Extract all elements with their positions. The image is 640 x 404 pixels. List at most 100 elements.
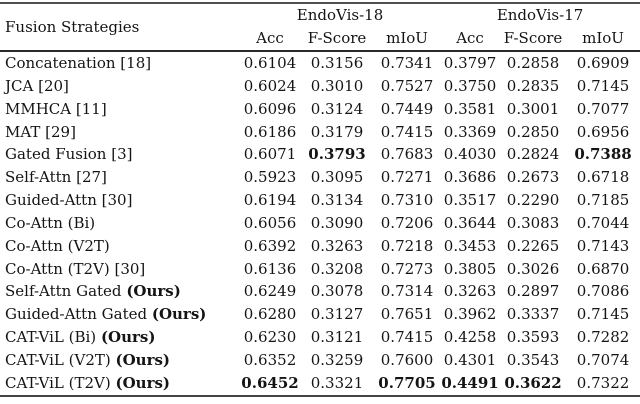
- method-name: MAT [29]: [5, 122, 76, 141]
- method-name-cell: Self-Attn [27]: [0, 166, 240, 189]
- metric-value-cell: 0.3517: [443, 191, 497, 210]
- column-header-fscore-18: F-Score: [300, 27, 374, 52]
- table-row: CAT-ViL (T2V) (Ours) 0.6452 0.3321 0.7705 0.…: [0, 372, 640, 396]
- metric-value-cell: 0.3208: [310, 259, 364, 278]
- metric-value-cell: 0.7206: [380, 213, 434, 232]
- metric-value-cell: 0.3095: [310, 168, 364, 187]
- ours-label: (Ours): [115, 373, 171, 392]
- metric-value-cell: 0.6280: [243, 305, 297, 324]
- method-name: CAT-ViL (Bi): [5, 328, 97, 347]
- metric-value-cell: 0.6056: [243, 213, 297, 232]
- metric-value-cell: 0.6136: [243, 259, 297, 278]
- metric-value-cell: 0.7145: [576, 76, 630, 95]
- metric-value-cell: 0.6870: [576, 259, 630, 278]
- column-header-fusion-strategies: Fusion Strategies: [0, 3, 240, 52]
- ours-label: (Ours): [151, 305, 207, 324]
- metric-value-cell: 0.3793: [308, 145, 366, 164]
- metric-value-cell: 0.7282: [576, 328, 630, 347]
- metric-value-cell: 0.4301: [443, 350, 497, 369]
- table-header: Fusion Strategies EndoVis-18 EndoVis-17 …: [0, 3, 640, 52]
- method-name-cell: MAT [29]: [0, 121, 240, 144]
- metric-value-cell: 0.3622: [504, 373, 562, 392]
- metric-value-cell: 0.3263: [310, 236, 364, 255]
- table-row: CAT-ViL (Bi) (Ours) 0.6230 0.3121 0.7415 0.4…: [0, 326, 640, 349]
- metric-value-cell: 0.3962: [443, 305, 497, 324]
- metric-value-cell: 0.3134: [310, 191, 364, 210]
- metric-value-cell: 0.3083: [506, 213, 560, 232]
- metric-value-cell: 0.7218: [380, 236, 434, 255]
- metric-value-cell: 0.3797: [443, 54, 497, 72]
- metric-value-cell: 0.3026: [506, 259, 560, 278]
- metric-value-cell: 0.7449: [380, 99, 434, 118]
- metric-value-cell: 0.7271: [380, 168, 434, 187]
- metric-value-cell: 0.6392: [243, 236, 297, 255]
- method-name-cell: JCA [20]: [0, 75, 240, 98]
- metric-value-cell: 0.7145: [576, 305, 630, 324]
- method-name: Self-Attn Gated: [5, 282, 122, 301]
- metric-value-cell: 0.3453: [443, 236, 497, 255]
- metric-value-cell: 0.2850: [506, 122, 560, 141]
- metric-value-cell: 0.6718: [576, 168, 630, 187]
- table-row: Co-Attn (V2T) 0.6392 0.3263 0.7218 0.3453 0.2…: [0, 235, 640, 258]
- method-name: Co-Attn (V2T): [5, 236, 110, 255]
- metric-value-cell: 0.3010: [310, 76, 364, 95]
- metric-value-cell: 0.6104: [243, 54, 297, 72]
- metric-value-cell: 0.7310: [380, 191, 434, 210]
- metric-value-cell: 0.3543: [506, 350, 560, 369]
- metric-value-cell: 0.3001: [506, 99, 560, 118]
- group-header-endovis-17: EndoVis-17: [496, 6, 584, 24]
- method-name: JCA [20]: [5, 76, 69, 95]
- metric-value-cell: 0.7415: [380, 328, 434, 347]
- metric-value-cell: 0.7651: [380, 305, 434, 324]
- metric-value-cell: 0.3156: [310, 54, 364, 72]
- metric-value-cell: 0.7322: [576, 373, 630, 392]
- table-row: Self-Attn Gated (Ours) 0.6249 0.3078 0.7314…: [0, 280, 640, 303]
- metric-value-cell: 0.6096: [243, 99, 297, 118]
- metric-value-cell: 0.3127: [310, 305, 364, 324]
- metric-value-cell: 0.4491: [441, 373, 499, 392]
- table-row: Self-Attn [27] 0.5923 0.3095 0.7271 0.3686 0.…: [0, 166, 640, 189]
- metric-value-cell: 0.2897: [506, 282, 560, 301]
- metric-value-cell: 0.2673: [506, 168, 560, 187]
- metric-value-cell: 0.5923: [243, 168, 297, 187]
- ours-label: (Ours): [115, 350, 171, 369]
- method-name-cell: CAT-ViL (V2T) (Ours): [0, 349, 240, 372]
- metric-value-cell: 0.4030: [443, 145, 497, 164]
- metric-value-cell: 0.3259: [310, 350, 364, 369]
- metric-value-cell: 0.6071: [243, 145, 297, 164]
- metric-value-cell: 0.7077: [576, 99, 630, 118]
- metric-value-cell: 0.7143: [576, 236, 630, 255]
- method-name: CAT-ViL (V2T): [5, 350, 111, 369]
- method-name-cell: Guided-Attn [30]: [0, 189, 240, 212]
- method-name-cell: Concatenation [18]: [0, 51, 240, 75]
- metric-value-cell: 0.2265: [506, 236, 560, 255]
- metric-value-cell: 0.7314: [380, 282, 434, 301]
- metric-value-cell: 0.6452: [241, 373, 299, 392]
- method-name: Self-Attn [27]: [5, 168, 107, 187]
- metric-value-cell: 0.7415: [380, 122, 434, 141]
- method-name: Guided-Attn Gated: [5, 305, 148, 324]
- metric-value-cell: 0.7527: [380, 76, 434, 95]
- method-name-cell: Co-Attn (V2T): [0, 235, 240, 258]
- metric-value-cell: 0.3121: [310, 328, 364, 347]
- metric-value-cell: 0.3321: [310, 373, 364, 392]
- metric-value-cell: 0.3644: [443, 213, 497, 232]
- metric-header-row: Acc F-Score mIoU Acc F-Score mIoU: [0, 27, 640, 52]
- metric-value-cell: 0.6956: [576, 122, 630, 141]
- method-name: CAT-ViL (T2V): [5, 373, 111, 392]
- metric-value-cell: 0.3263: [443, 282, 497, 301]
- metric-value-cell: 0.4258: [443, 328, 497, 347]
- metric-value-cell: 0.7341: [380, 54, 434, 72]
- metric-value-cell: 0.3090: [310, 213, 364, 232]
- column-header-acc-17: Acc: [440, 27, 501, 52]
- metric-value-cell: 0.7683: [380, 145, 434, 164]
- metric-value-cell: 0.3179: [310, 122, 364, 141]
- metric-value-cell: 0.7185: [576, 191, 630, 210]
- method-name-cell: Self-Attn Gated (Ours): [0, 280, 240, 303]
- method-name: Guided-Attn [30]: [5, 191, 133, 210]
- table-row: Co-Attn (T2V) [30] 0.6136 0.3208 0.7273 0.38…: [0, 258, 640, 281]
- table-row: Co-Attn (Bi) 0.6056 0.3090 0.7206 0.3644 0.30…: [0, 212, 640, 235]
- table-row: Concatenation [18] 0.6104 0.3156 0.7341 0.37…: [0, 51, 640, 75]
- table-row: MMHCA [11] 0.6096 0.3124 0.7449 0.3581 0.3001…: [0, 98, 640, 121]
- metric-value-cell: 0.7044: [576, 213, 630, 232]
